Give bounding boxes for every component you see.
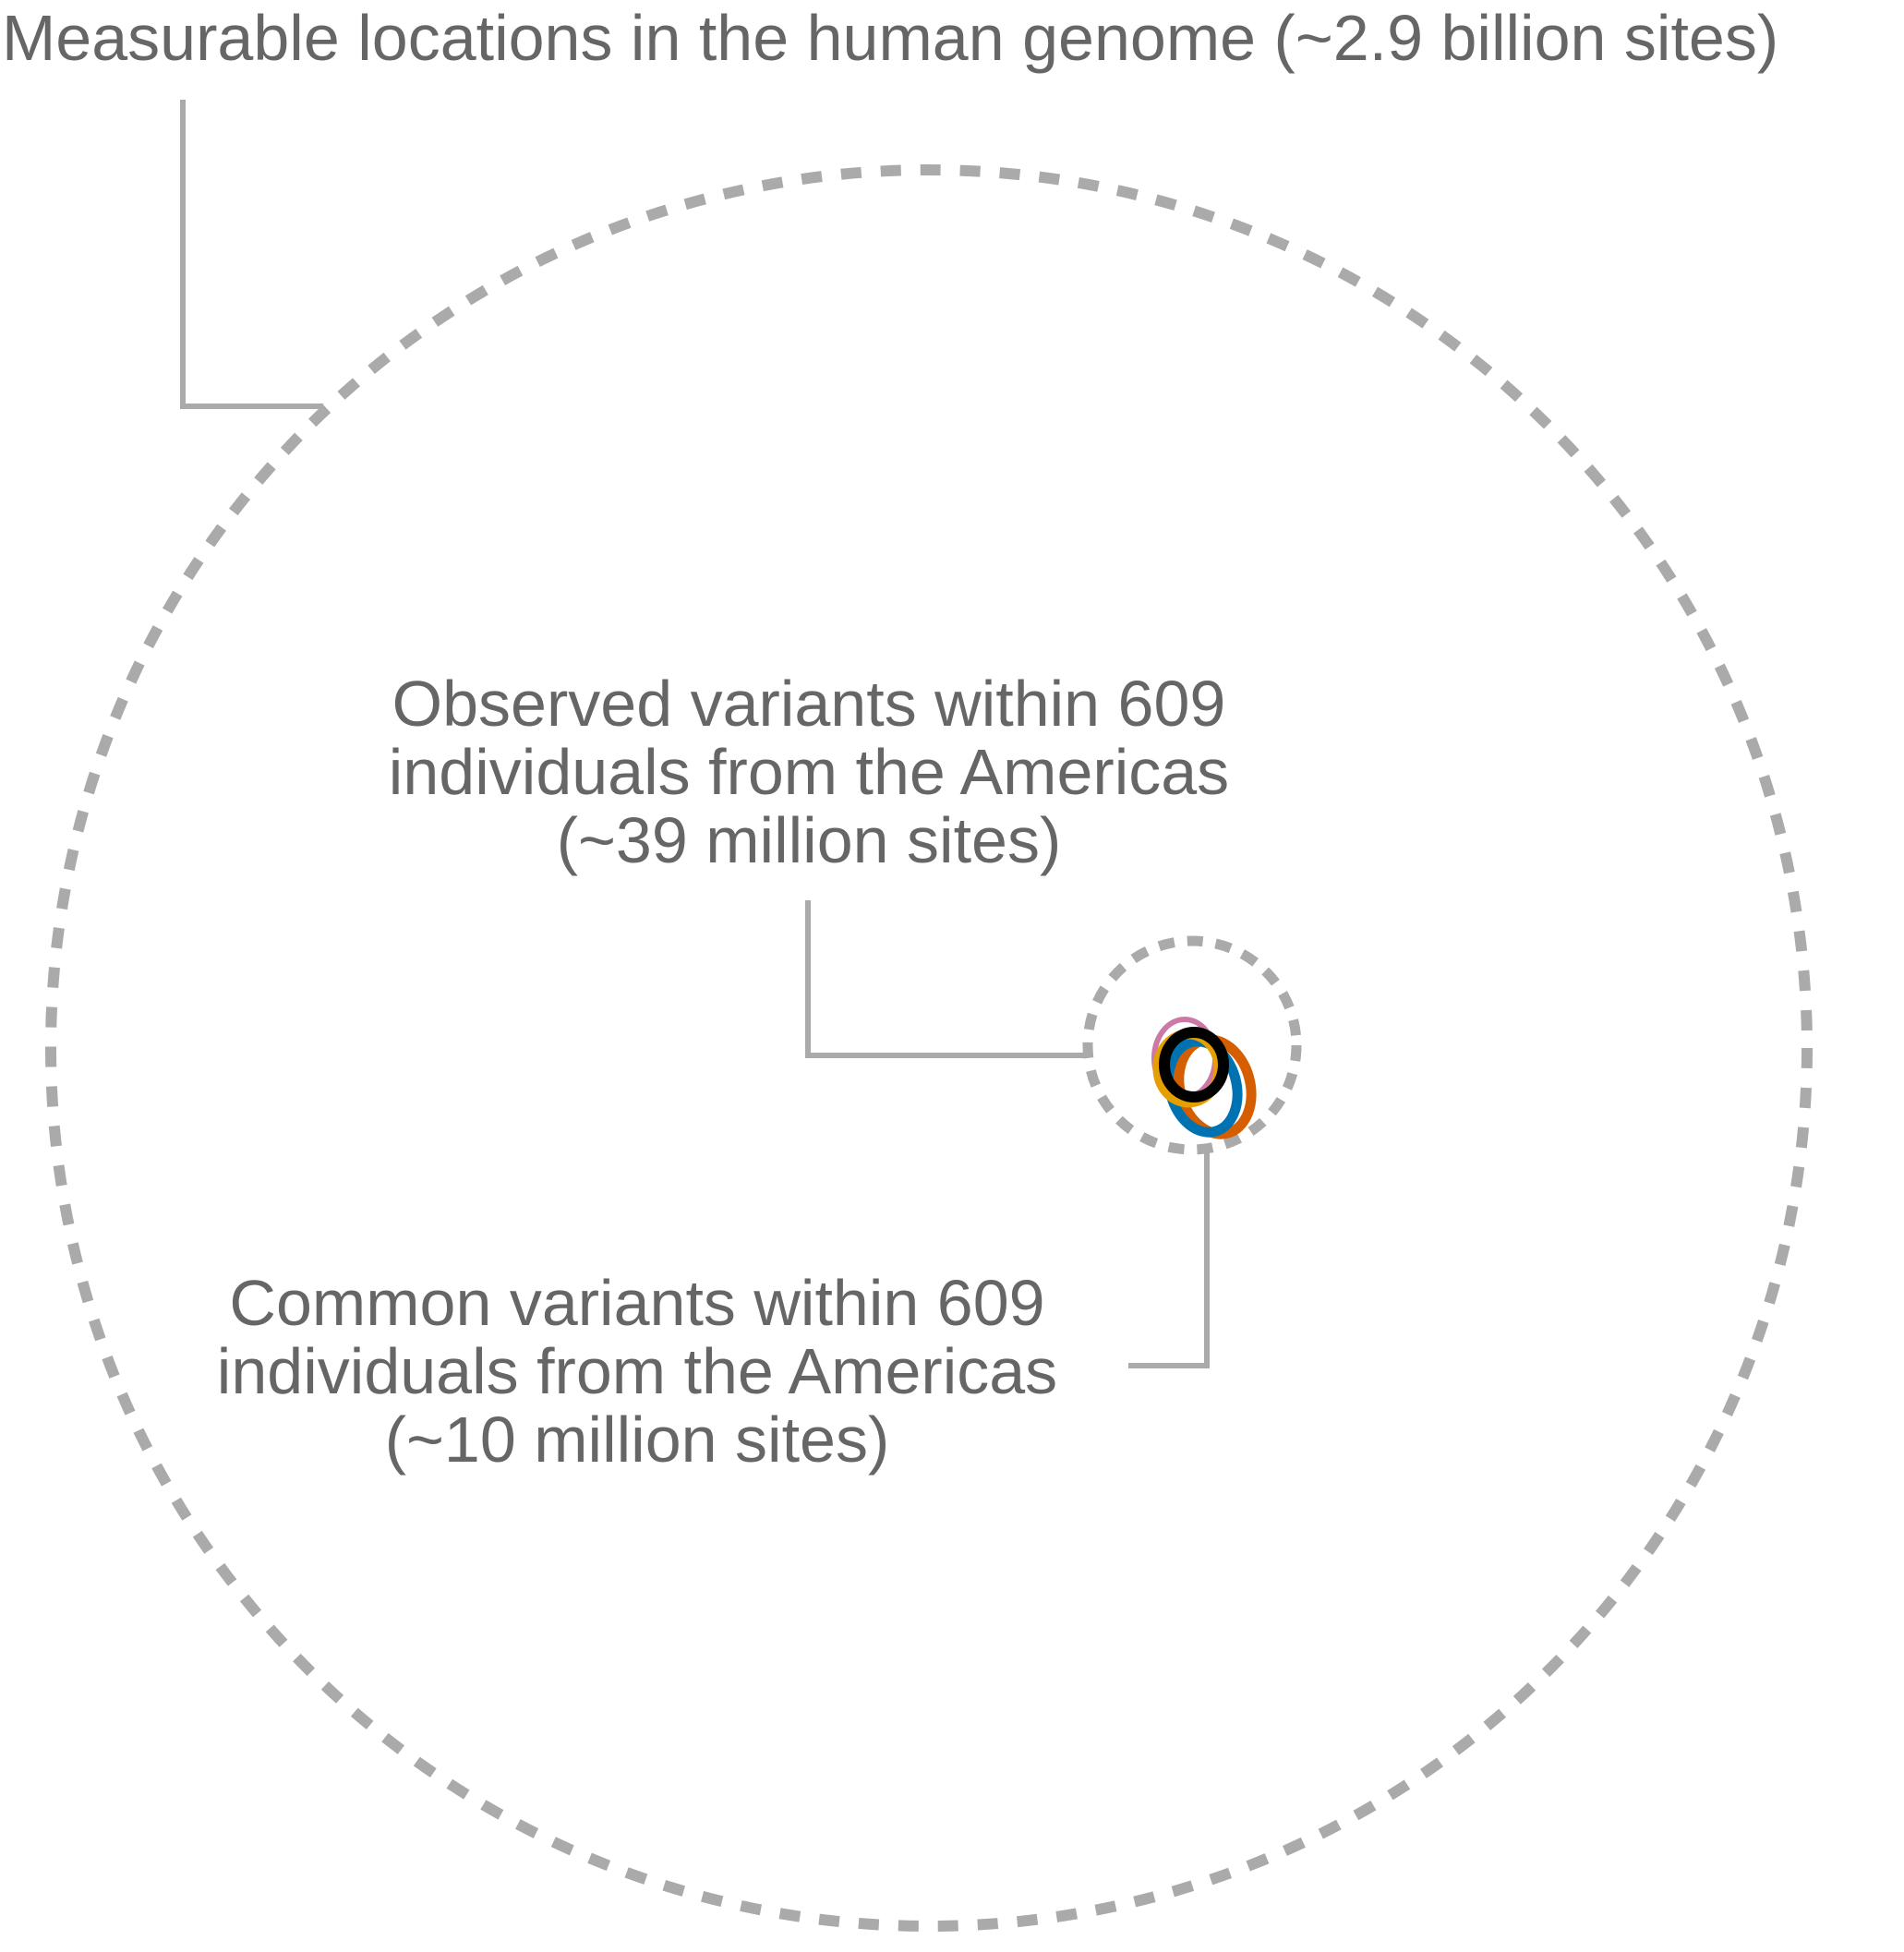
genome-circle (45, 164, 1813, 1932)
common-label-line-2: individuals from the Americas (216, 1335, 1058, 1407)
common-variants-rings (1151, 1017, 1257, 1139)
observed-variants-label: Observed variants within 609 individuals… (347, 669, 1271, 874)
common-leader-line (1128, 1145, 1210, 1368)
common-label-line-3: (~10 million sites) (384, 1404, 890, 1476)
common-label-line-1: Common variants within 609 (229, 1267, 1045, 1339)
observed-label-line-3: (~39 million sites) (556, 804, 1062, 876)
common-variants-label: Common variants within 609 individuals f… (175, 1269, 1099, 1474)
genome-label: Measurable locations in the human genome… (2, 2, 1779, 74)
ring-black (1159, 1027, 1229, 1103)
observed-label-line-1: Observed variants within 609 (392, 668, 1226, 740)
observed-leader-line (805, 900, 1088, 1058)
observed-variants-circle (1082, 935, 1302, 1155)
observed-label-line-2: individuals from the Americas (388, 736, 1230, 808)
genome-leader-line (180, 100, 323, 409)
